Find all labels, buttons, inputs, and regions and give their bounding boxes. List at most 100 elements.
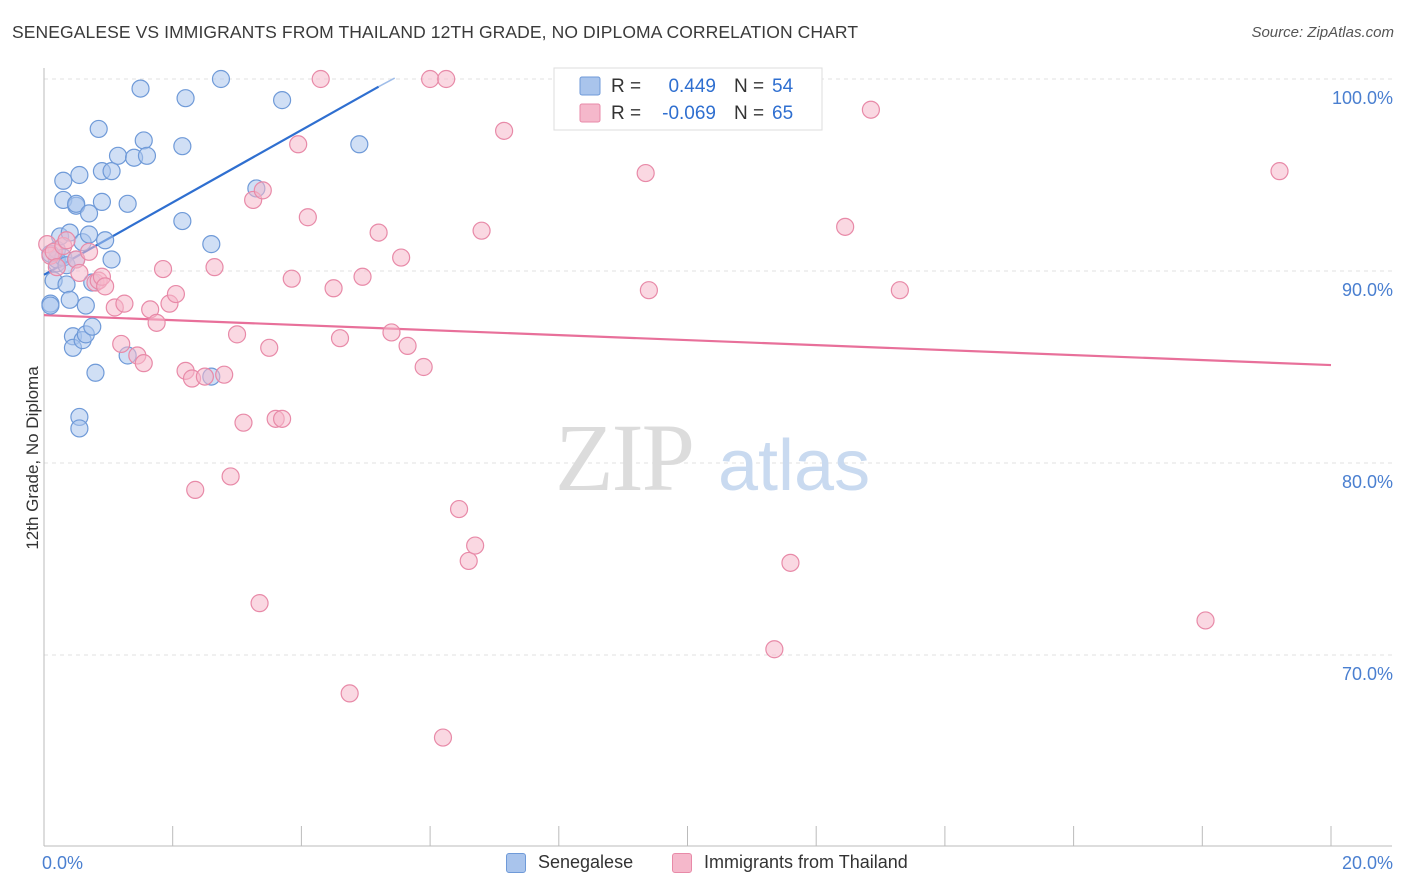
data-point-senegalese-52 xyxy=(350,135,369,154)
trend-line-thailand xyxy=(43,314,1332,367)
data-point-thailand-8 xyxy=(79,242,99,261)
gridlines xyxy=(44,78,1392,656)
data-point-senegalese-27 xyxy=(79,225,99,244)
data-point-thailand-52 xyxy=(433,728,453,747)
data-point-thailand-26 xyxy=(195,367,214,386)
watermark-atlas: atlas xyxy=(718,426,870,506)
data-point-thailand-62 xyxy=(781,553,800,572)
data-point-senegalese-37 xyxy=(108,146,128,165)
data-point-senegalese-8 xyxy=(54,171,73,190)
data-point-thailand-34 xyxy=(253,181,272,200)
bottom-legend-swatch-thailand xyxy=(672,852,692,873)
data-point-senegalese-43 xyxy=(137,146,157,165)
data-point-thailand-45 xyxy=(353,267,372,286)
data-point-senegalese-45 xyxy=(173,211,192,231)
data-point-senegalese-29 xyxy=(83,317,102,336)
bottom-legend-swatch-senegalese xyxy=(506,852,526,873)
data-point-thailand-57 xyxy=(472,221,491,240)
data-point-senegalese-41 xyxy=(131,79,150,98)
data-point-thailand-54 xyxy=(449,499,469,519)
data-point-senegalese-49 xyxy=(211,69,231,89)
legend-r-value-2: -0.069 xyxy=(662,103,716,124)
data-point-thailand-53 xyxy=(437,69,456,89)
data-point-thailand-67 xyxy=(1270,162,1289,181)
data-point-thailand-27 xyxy=(205,258,224,277)
watermark: ZIP atlas xyxy=(555,404,870,511)
data-point-senegalese-34 xyxy=(96,231,115,250)
data-point-thailand-30 xyxy=(227,325,247,344)
data-point-thailand-20 xyxy=(153,259,173,279)
data-point-thailand-19 xyxy=(147,313,166,332)
legend-box: R = 0.449 N = 54 R = -0.069 N = 65 xyxy=(553,67,823,131)
data-point-thailand-43 xyxy=(330,329,350,348)
data-point-senegalese-21 xyxy=(70,419,89,438)
data-point-thailand-47 xyxy=(382,323,401,342)
data-point-thailand-3 xyxy=(47,258,66,277)
y-tick-labels: 100.0% 90.0% 80.0% 70.0% xyxy=(1332,88,1393,684)
data-point-thailand-48 xyxy=(392,248,411,267)
data-point-thailand-49 xyxy=(398,336,417,355)
data-point-senegalese-44 xyxy=(173,137,192,156)
data-point-thailand-56 xyxy=(466,536,485,555)
data-point-thailand-5 xyxy=(57,231,76,250)
y-tick-label-2: 80.0% xyxy=(1342,472,1393,492)
data-point-thailand-15 xyxy=(115,294,134,313)
legend-r-value-1: 0.449 xyxy=(668,76,716,97)
x-tick-label-1: 20.0% xyxy=(1342,853,1393,873)
data-point-senegalese-17 xyxy=(67,194,86,213)
data-point-thailand-35 xyxy=(260,338,279,357)
data-point-thailand-31 xyxy=(234,413,253,432)
data-point-senegalese-42 xyxy=(134,131,153,150)
bottom-legend-label-thailand: Immigrants from Thailand xyxy=(704,852,908,872)
data-point-thailand-40 xyxy=(298,208,317,227)
data-point-senegalese-48 xyxy=(202,235,221,254)
data-point-senegalese-31 xyxy=(89,119,108,139)
data-point-senegalese-26 xyxy=(79,204,99,223)
data-point-thailand-39 xyxy=(289,135,308,154)
data-point-thailand-17 xyxy=(134,354,153,373)
data-point-senegalese-19 xyxy=(70,165,89,185)
data-point-thailand-42 xyxy=(324,279,343,298)
data-point-thailand-14 xyxy=(112,334,131,354)
legend-n-label-1: N = xyxy=(734,76,764,97)
data-point-senegalese-51 xyxy=(272,91,292,110)
data-point-thailand-25 xyxy=(186,480,205,499)
x-ticks xyxy=(43,826,1332,846)
data-point-senegalese-13 xyxy=(60,290,79,309)
data-point-senegalese-35 xyxy=(102,162,121,181)
data-point-senegalese-33 xyxy=(92,192,112,211)
chart-title: SENEGALESE VS IMMIGRANTS FROM THAILAND 1… xyxy=(12,22,859,42)
data-point-thailand-58 xyxy=(495,121,514,140)
legend-swatch-thailand xyxy=(579,103,601,123)
data-point-thailand-63 xyxy=(836,217,855,236)
data-point-thailand-51 xyxy=(421,69,440,89)
bottom-legend-item-thailand: Immigrants from Thailand xyxy=(672,852,908,873)
data-point-thailand-22 xyxy=(166,284,186,304)
data-point-senegalese-36 xyxy=(102,250,121,269)
data-point-thailand-38 xyxy=(282,269,301,288)
legend-n-value-1: 54 xyxy=(772,76,794,97)
data-point-senegalese-30 xyxy=(86,363,105,382)
bottom-legend-item-senegalese: Senegalese xyxy=(506,852,633,873)
axes xyxy=(43,68,1392,847)
data-point-thailand-66 xyxy=(1196,611,1215,630)
data-point-senegalese-24 xyxy=(76,296,95,315)
bottom-legend: Senegalese Immigrants from Thailand xyxy=(0,852,1406,878)
data-point-senegalese-46 xyxy=(176,89,195,108)
y-tick-label-1: 90.0% xyxy=(1342,280,1393,300)
legend-n-value-2: 65 xyxy=(772,103,793,124)
watermark-zip: ZIP xyxy=(555,404,693,511)
x-tick-label-0: 0.0% xyxy=(42,853,83,873)
data-point-thailand-59 xyxy=(636,163,655,183)
data-points xyxy=(38,69,1289,747)
data-point-thailand-7 xyxy=(70,263,89,283)
legend-r-label-2: R = xyxy=(611,103,641,124)
trend-line-senegalese-extension xyxy=(378,77,396,88)
data-point-senegalese-38 xyxy=(118,194,137,213)
legend-n-label-2: N = xyxy=(734,103,764,124)
data-point-thailand-55 xyxy=(459,551,478,571)
y-tick-label-0: 100.0% xyxy=(1332,88,1393,108)
legend-r-label-1: R = xyxy=(611,76,641,97)
data-point-thailand-64 xyxy=(861,100,880,119)
